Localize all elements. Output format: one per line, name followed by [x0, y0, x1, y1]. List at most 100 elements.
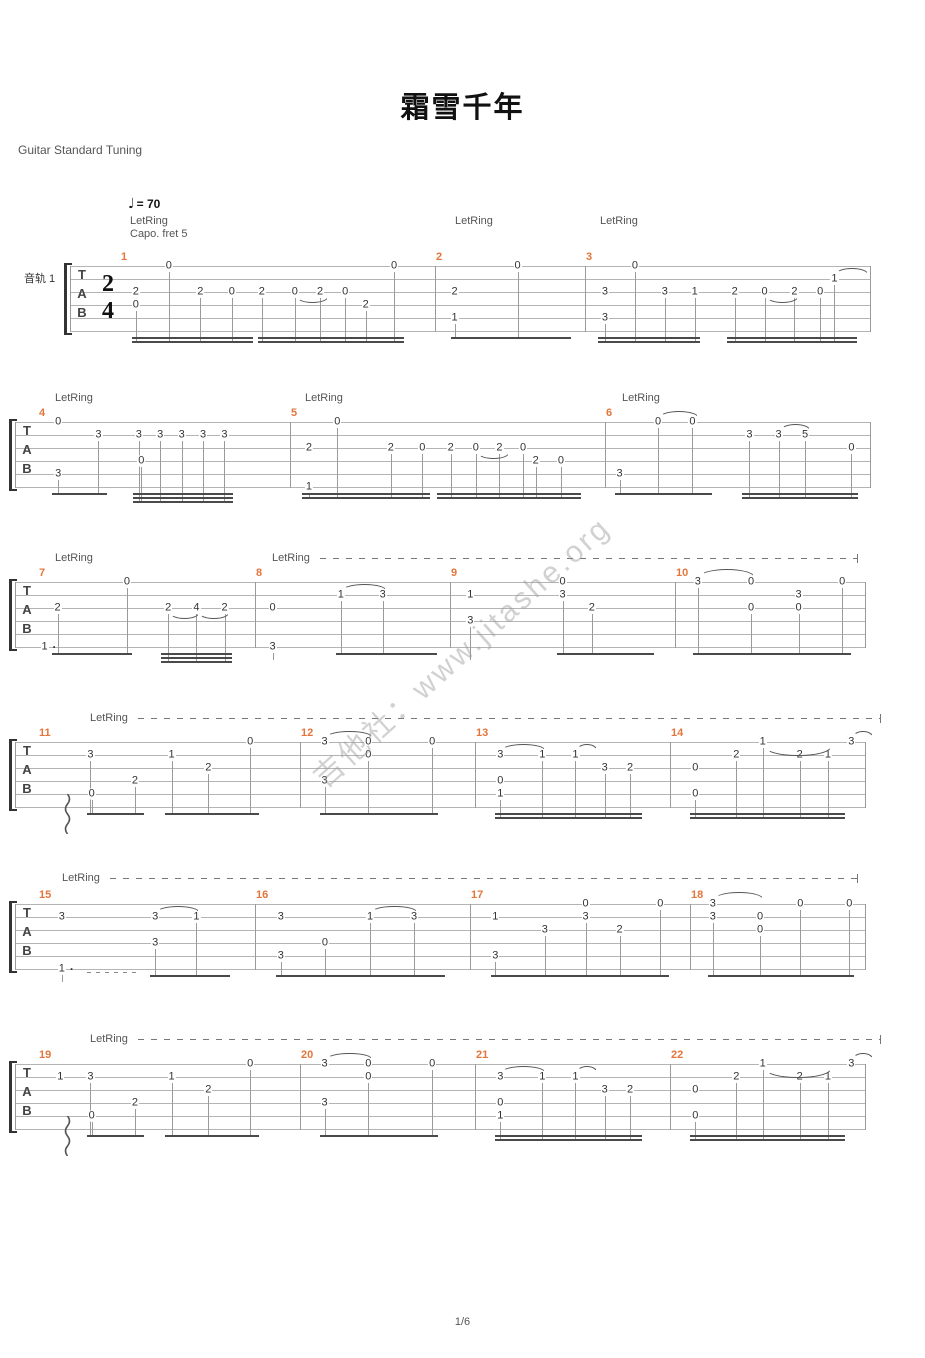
- fret-number: 0: [246, 735, 255, 748]
- measure-number: 20: [301, 1049, 314, 1061]
- fret-number: 0: [630, 259, 639, 272]
- note-stem: [820, 298, 822, 343]
- augmentation-dot: ·: [52, 640, 57, 654]
- barline: [870, 422, 871, 488]
- fret-number: 0: [794, 601, 803, 614]
- letring-dash-line: [320, 558, 857, 559]
- beam: [726, 341, 857, 343]
- system-bracket-serif: [9, 579, 17, 581]
- barline: [865, 582, 866, 648]
- fret-number: 0: [760, 285, 769, 298]
- slur: [766, 297, 798, 303]
- fret-number: 3: [276, 910, 285, 923]
- note-stem: [692, 428, 694, 495]
- staff-line: [15, 807, 865, 808]
- note-stem: [171, 1083, 173, 1137]
- staff-line: [70, 266, 870, 267]
- slur: [326, 1052, 372, 1059]
- page-number: 1/6: [454, 1316, 471, 1328]
- fret-number: 0: [691, 1083, 700, 1096]
- fret-number: 1: [167, 748, 176, 761]
- barline: [605, 422, 606, 488]
- staff-line: [15, 930, 865, 931]
- fret-number: 0: [418, 441, 427, 454]
- note-stem: [261, 298, 263, 343]
- slur: [296, 297, 329, 303]
- tab-clef-letter: A: [77, 286, 87, 301]
- barline: [255, 582, 256, 648]
- note-stem: [91, 1122, 93, 1137]
- note-stem: [320, 298, 322, 343]
- note-stem: [799, 761, 801, 819]
- note-stem: [799, 1083, 801, 1141]
- tab-clef-letter: B: [22, 1103, 32, 1118]
- slur: [699, 569, 754, 577]
- fret-number: 3: [378, 588, 387, 601]
- system-bracket-serif: [9, 419, 17, 421]
- note-stem: [694, 298, 696, 343]
- fret-number: 3: [615, 467, 624, 480]
- beam: [495, 813, 642, 815]
- fret-number: 0: [471, 441, 480, 454]
- system-bracket: [9, 902, 12, 972]
- barline: [585, 266, 586, 332]
- note-stem: [324, 1109, 326, 1137]
- beam: [52, 493, 108, 495]
- system-bracket: [9, 1062, 12, 1132]
- note-stem: [90, 761, 92, 815]
- letring-label: LetRing: [55, 552, 93, 564]
- note-stem: [224, 441, 226, 503]
- fret-number: 0: [496, 1096, 505, 1109]
- fret-number: 3: [320, 1057, 329, 1070]
- system-bracket-serif: [9, 1131, 17, 1133]
- note-stem: [562, 601, 564, 655]
- fret-number: 3: [708, 910, 717, 923]
- fret-number: 3: [600, 311, 609, 324]
- note-stem: [634, 272, 636, 343]
- fret-number: 0: [364, 1070, 373, 1083]
- slur: [502, 743, 546, 750]
- barline: [15, 742, 16, 808]
- barline: [300, 1064, 301, 1130]
- slur: [577, 744, 597, 750]
- slur: [853, 731, 873, 737]
- system-bracket-serif: [9, 971, 17, 973]
- fret-number: 2: [204, 1083, 213, 1096]
- fret-number: 1: [571, 1070, 580, 1083]
- fret-number: 0: [389, 259, 399, 272]
- note-stem: [749, 441, 751, 499]
- note-stem: [134, 1109, 136, 1137]
- fret-number: 3: [268, 640, 277, 653]
- fret-number: 2: [131, 285, 140, 298]
- note-stem: [842, 588, 844, 655]
- fret-number: 3: [151, 936, 160, 949]
- fret-number: 0: [656, 897, 665, 910]
- letring-label: LetRing: [90, 712, 128, 724]
- beam: [86, 1135, 144, 1137]
- fret-number: 0: [688, 415, 697, 428]
- measure-number: 22: [671, 1049, 684, 1061]
- note-stem: [535, 467, 537, 499]
- fret-number: 2: [450, 285, 459, 298]
- beam: [320, 813, 438, 815]
- tab-clef-letter: T: [23, 1065, 31, 1080]
- fret-number: 3: [410, 910, 419, 923]
- fret-number: 0: [364, 735, 373, 748]
- tab-clef-letter: A: [22, 1084, 32, 1099]
- fret-number: 3: [491, 949, 500, 962]
- staff-line: [15, 461, 870, 462]
- fret-number: 0: [54, 415, 63, 428]
- fret-number: 1: [758, 1057, 767, 1070]
- fret-number: 0: [691, 1109, 700, 1122]
- track-label: 音轨 1: [24, 273, 56, 285]
- continuation-dashes: [86, 972, 137, 973]
- barline: [290, 422, 291, 488]
- note-stem: [98, 441, 100, 495]
- note-stem: [196, 614, 198, 663]
- fret-number: 3: [600, 761, 609, 774]
- fret-number: 3: [320, 1096, 329, 1109]
- barline: [675, 582, 676, 648]
- beam: [160, 653, 233, 655]
- note-stem: [370, 923, 372, 977]
